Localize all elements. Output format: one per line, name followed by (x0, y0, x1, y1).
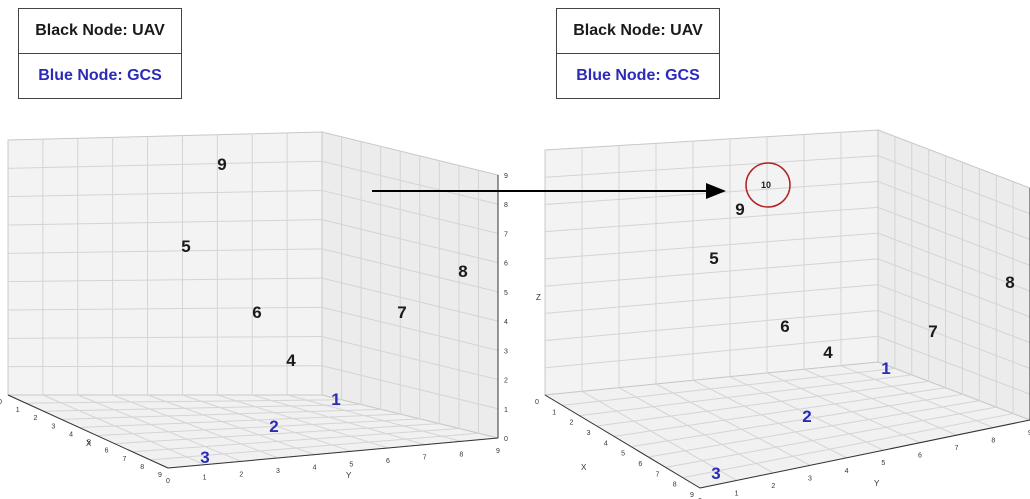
uav-node-label: 6 (780, 317, 789, 336)
y-tick-label: 9 (1028, 430, 1030, 437)
z-tick-label: 9 (504, 173, 508, 180)
uav-node-label: 9 (735, 200, 744, 219)
x-tick-label: 3 (587, 430, 591, 437)
x-tick-label: 0 (535, 399, 539, 406)
gcs-node-label: 2 (802, 407, 811, 426)
z-tick-label: 7 (504, 231, 508, 238)
y-tick-label: 8 (991, 438, 995, 445)
legend-right: Black Node: UAV Blue Node: GCS (556, 8, 720, 99)
uav-node-label: 7 (397, 303, 406, 322)
y-tick-label: 2 (771, 483, 775, 490)
left-3d-plot: 0 0 0 1 1 1 2 2 2 3 3 3 4 4 4 5 5 5 6 6 6 7 7 7 8 8 8 9 9 9 X Y 9 5 8 6 7 4 1 2… (0, 131, 508, 485)
gcs-node-label: 1 (331, 390, 340, 409)
y-tick-label: 9 (496, 448, 500, 455)
x-tick-label: 7 (656, 471, 660, 478)
y-tick-label: 1 (203, 475, 207, 482)
x-tick-label: 0 (0, 399, 2, 406)
x-tick-label: 2 (569, 420, 573, 427)
x-axis-label: X (86, 439, 92, 448)
z-tick-label: 1 (504, 407, 508, 414)
y-tick-label: 4 (313, 465, 317, 472)
x-axis-label: X (581, 463, 587, 472)
gcs-node-label: 3 (711, 464, 720, 483)
y-tick-label: 5 (349, 461, 353, 468)
legend-gcs-label: Blue Node: GCS (557, 53, 719, 98)
legend-gcs-label: Blue Node: GCS (19, 53, 181, 98)
legend-uav-label: Black Node: UAV (35, 22, 165, 39)
y-tick-label: 7 (955, 445, 959, 452)
y-tick-label: 6 (918, 453, 922, 460)
y-tick-label: 2 (239, 471, 243, 478)
uav-node-label: 10 (761, 180, 771, 190)
x-tick-label: 6 (105, 448, 109, 455)
z-tick-label: 2 (504, 378, 508, 385)
uav-node-label: 5 (709, 249, 718, 268)
x-tick-label: 4 (69, 431, 73, 438)
x-tick-label: 7 (122, 456, 126, 463)
z-tick-label: 0 (504, 436, 508, 443)
z-tick-label: 5 (504, 290, 508, 297)
y-tick-label: 1 (735, 490, 739, 497)
x-tick-label: 4 (604, 440, 608, 447)
y-tick-label: 8 (459, 451, 463, 458)
x-tick-label: 5 (621, 451, 625, 458)
uav-node-label: 6 (252, 303, 261, 322)
x-tick-label: 6 (638, 461, 642, 468)
gcs-node-label: 3 (200, 448, 209, 467)
z-tick-label: 4 (504, 319, 508, 326)
uav-node-label: 7 (928, 322, 937, 341)
x-tick-label: 8 (140, 464, 144, 471)
right-3d-plot: 00112233445566778899XYZ10958674123 (535, 129, 1030, 499)
z-axis-label: Z (536, 293, 541, 302)
x-tick-label: 1 (552, 409, 556, 416)
z-tick-label: 3 (504, 348, 508, 355)
gcs-node-label: 1 (881, 359, 890, 378)
x-tick-label: 2 (34, 415, 38, 422)
new-node-highlight-circle (745, 162, 791, 208)
uav-node-label: 4 (286, 351, 296, 370)
z-tick-label: 8 (504, 202, 508, 209)
z-tick-label: 6 (504, 261, 508, 268)
x-tick-label: 3 (51, 423, 55, 430)
x-tick-label: 1 (16, 407, 20, 414)
y-tick-label: 0 (166, 478, 170, 485)
y-axis-label: Y (874, 479, 880, 488)
uav-node-label: 9 (217, 155, 226, 174)
y-axis-label: Y (346, 471, 352, 480)
x-tick-label: 9 (690, 492, 694, 499)
y-tick-label: 4 (845, 468, 849, 475)
y-tick-label: 7 (423, 455, 427, 462)
legend-uav-label: Black Node: UAV (573, 22, 703, 39)
legend-left: Black Node: UAV Blue Node: GCS (18, 8, 182, 99)
uav-node-label: 8 (458, 262, 467, 281)
uav-node-label: 5 (181, 237, 190, 256)
x-tick-label: 9 (158, 472, 162, 479)
uav-node-label: 4 (823, 343, 833, 362)
gcs-node-label: 2 (269, 417, 278, 436)
y-tick-label: 3 (276, 468, 280, 475)
uav-node-label: 8 (1005, 273, 1014, 292)
y-tick-label: 6 (386, 458, 390, 465)
y-tick-label: 3 (808, 475, 812, 482)
x-tick-label: 8 (673, 482, 677, 489)
y-tick-label: 5 (881, 460, 885, 467)
x-tick-label: 5 (87, 440, 91, 447)
